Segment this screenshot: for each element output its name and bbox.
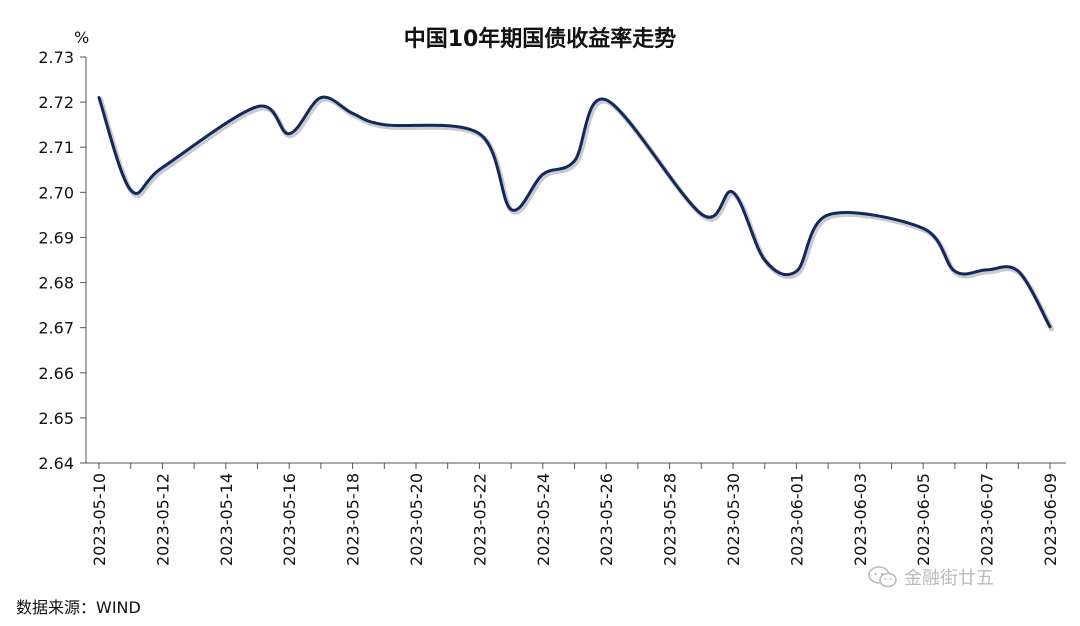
x-tick-label: 2023-06-01 <box>787 473 806 566</box>
data-point <box>731 191 735 194</box>
data-point <box>97 96 101 99</box>
x-tick-label: 2023-05-28 <box>661 473 680 566</box>
data-source-note: 数据来源：WIND <box>16 598 141 617</box>
series-layer <box>97 95 1054 332</box>
y-tick-label: 2.70 <box>38 183 74 202</box>
y-tick-label: 2.73 <box>38 48 74 67</box>
watermark-text: 金融街廿五 <box>904 568 994 589</box>
y-axis-unit: % <box>74 28 89 47</box>
y-tick-label: 2.67 <box>38 319 74 338</box>
data-point <box>953 270 957 273</box>
y-tick-label: 2.64 <box>38 454 74 473</box>
x-tick-label: 2023-05-14 <box>217 473 236 566</box>
x-tick-label: 2023-05-16 <box>280 473 299 566</box>
x-tick-label: 2023-06-09 <box>1041 473 1060 566</box>
x-tick-label: 2023-05-12 <box>153 473 172 566</box>
x-tick-label: 2023-06-03 <box>851 473 870 566</box>
y-tick-label: 2.68 <box>38 274 74 293</box>
x-tick-label: 2023-06-05 <box>914 473 933 566</box>
x-tick-label: 2023-05-26 <box>597 473 616 566</box>
data-point <box>351 112 354 115</box>
y-axis: 2.64 2.65 2.66 2.67 2.68 2.69 2.70 2.71 2.72 2.73 <box>38 48 87 473</box>
data-point <box>1048 325 1052 328</box>
series-line-shadow <box>98 96 1054 332</box>
wechat-icon <box>868 566 897 588</box>
watermark: 金融街廿五 <box>868 564 994 590</box>
x-axis: 2023-05-10 2023-05-12 2023-05-14 2023-05-16… <box>86 462 1066 566</box>
y-tick-label: 2.72 <box>38 93 74 112</box>
data-point <box>383 123 386 126</box>
y-tick-label: 2.65 <box>38 409 74 428</box>
x-tick-label: 2023-06-07 <box>978 473 997 566</box>
y-tick-label: 2.66 <box>38 364 74 383</box>
x-tick-label: 2023-05-22 <box>470 473 489 566</box>
x-tick-label: 2023-05-30 <box>724 473 743 566</box>
data-point <box>129 188 132 192</box>
data-point <box>288 132 291 135</box>
data-point <box>478 132 481 135</box>
y-tick-label: 2.69 <box>38 228 74 247</box>
data-point <box>922 227 925 230</box>
data-point <box>605 98 608 102</box>
data-point <box>319 96 323 99</box>
data-point <box>509 208 513 211</box>
chart-title: 中国10年期国债收益率走势 <box>404 26 677 52</box>
x-tick-label: 2023-05-10 <box>90 473 109 566</box>
data-point <box>826 213 830 217</box>
data-point <box>795 270 798 273</box>
data-point <box>161 166 164 169</box>
data-point <box>700 212 703 216</box>
data-point <box>573 159 576 162</box>
y-tick-label: 2.71 <box>38 138 74 157</box>
x-tick-label: 2023-05-20 <box>407 473 426 566</box>
series-line <box>97 95 1052 329</box>
x-tick-label: 2023-05-24 <box>534 473 553 566</box>
data-point <box>541 173 544 176</box>
data-point <box>1017 270 1020 273</box>
data-point <box>256 105 259 108</box>
data-point <box>985 268 988 272</box>
x-tick-label: 2023-05-18 <box>344 473 363 566</box>
data-point <box>763 258 766 262</box>
